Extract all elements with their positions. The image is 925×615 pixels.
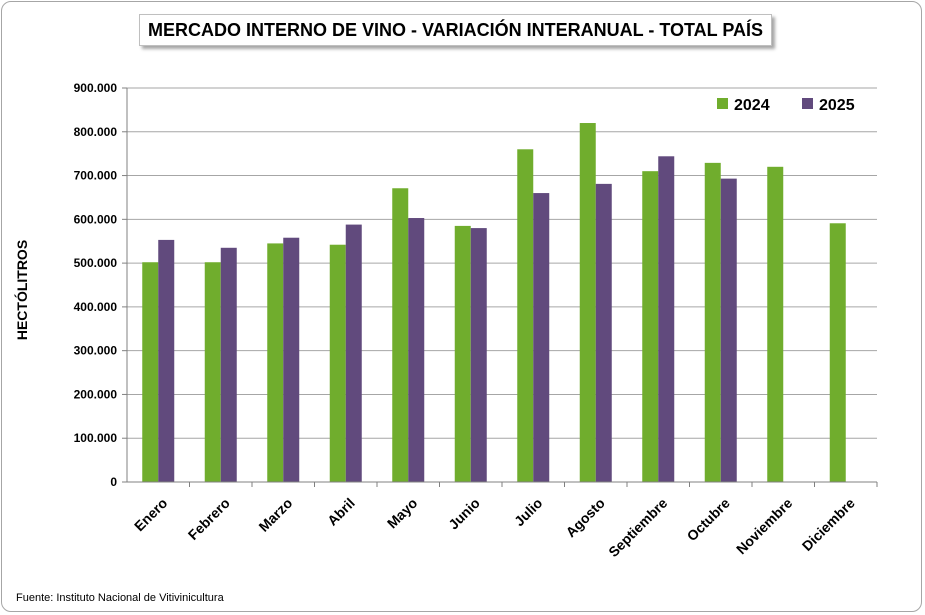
bar-2024-agosto [579,123,596,483]
y-axis-label: HECTÓLITROS [14,239,30,341]
x-category-label: Junio [445,495,483,533]
bar-2024-febrero [204,262,221,482]
x-category-label: Noviembre [733,495,796,558]
chart-title: MERCADO INTERNO DE VINO - VARIACIÓN INTE… [148,19,764,40]
bar-2025-octubre [720,178,737,482]
y-tick-label: 800.000 [74,125,118,139]
bar-2025-agosto [595,183,612,482]
x-category-label: Agosto [562,495,607,540]
bar-2025-marzo [283,237,300,482]
x-category-label: Marzo [255,495,295,535]
y-tick-label: 500.000 [74,256,118,270]
axes [126,88,877,483]
x-category-label: Mayo [384,495,421,532]
x-category-label: Enero [131,495,170,534]
x-category-label: Diciembre [799,495,858,554]
bar-2025-enero [158,239,175,482]
bar-2024-junio [454,225,471,482]
bar-2025-febrero [220,247,237,482]
legend-label-2024: 2024 [734,97,770,114]
legend-label-2025: 2025 [819,97,855,114]
y-tick-label: 200.000 [74,387,118,401]
legend-swatch-2024 [717,98,728,109]
x-category-label: Octubre [684,495,733,544]
bar-2024-noviembre [767,166,784,483]
bar-2024-diciembre [829,223,846,483]
y-tick-label: 700.000 [74,169,118,183]
bar-2024-abril [329,244,346,482]
y-tick-label: 900.000 [74,81,118,95]
y-axis-ticks: 0 100.000 200.000 300.000 400.000 500.000 600.… [74,81,127,489]
bar-2025-septiembre [658,156,675,482]
y-tick-label: 600.000 [74,212,118,226]
x-category-label: Febrero [185,495,233,543]
bar-2024-octubre [704,162,721,483]
bar-2024-enero [142,262,159,482]
bar-2024-mayo [392,188,409,483]
bar-2025-julio [533,193,550,483]
bar-2025-abril [345,224,362,482]
gridlines [127,87,877,483]
y-tick-label: 0 [110,475,117,489]
bar-2025-mayo [408,218,425,482]
bars [142,123,846,483]
x-category-label: Julio [511,495,545,529]
source-note: Fuente: Instituto Nacional de Vitivinicu… [16,592,224,604]
x-axis-categories: Enero Febrero Marzo Abril Mayo Junio Julio Agos… [131,482,878,560]
y-tick-label: 300.000 [74,344,118,358]
x-category-label: Abril [324,495,358,529]
chart-title-box: MERCADO INTERNO DE VINO - VARIACIÓN INTE… [139,14,773,46]
bar-2024-julio [517,149,534,483]
legend-swatch-2025 [802,98,813,109]
legend: 2024 2025 [717,97,855,114]
bar-2024-septiembre [642,171,659,482]
y-tick-label: 100.000 [74,431,118,445]
bar-2025-junio [470,228,487,482]
bar-2024-marzo [267,243,284,482]
y-tick-label: 400.000 [74,300,118,314]
x-category-label: Septiembre [605,495,670,560]
